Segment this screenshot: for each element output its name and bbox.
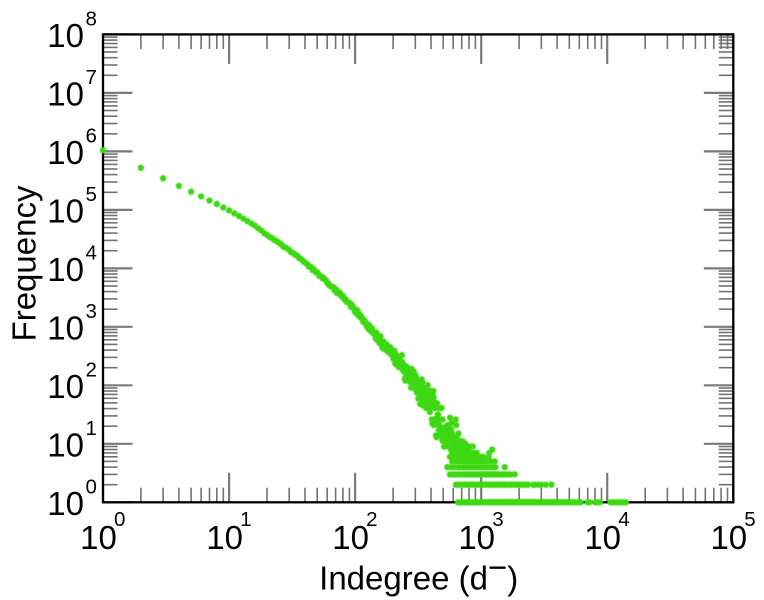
svg-text:10: 10 [710, 519, 747, 556]
svg-text:3: 3 [86, 300, 97, 323]
svg-text:10: 10 [47, 427, 84, 464]
svg-text:10: 10 [584, 519, 621, 556]
svg-text:10: 10 [80, 519, 117, 556]
svg-text:4: 4 [86, 242, 97, 265]
svg-text:10: 10 [47, 368, 84, 405]
svg-text:4: 4 [618, 508, 629, 531]
svg-text:7: 7 [86, 66, 97, 89]
svg-text:Frequency: Frequency [6, 185, 43, 341]
svg-text:5: 5 [744, 508, 755, 531]
svg-text:1: 1 [86, 417, 97, 440]
svg-text:10: 10 [47, 76, 84, 113]
svg-text:10: 10 [458, 519, 495, 556]
svg-text:10: 10 [47, 17, 84, 54]
svg-text:2: 2 [366, 508, 377, 531]
svg-text:10: 10 [332, 519, 369, 556]
svg-text:8: 8 [86, 8, 97, 31]
svg-text:10: 10 [47, 193, 84, 230]
svg-text:2: 2 [86, 359, 97, 382]
svg-text:10: 10 [47, 485, 84, 522]
svg-text:10: 10 [206, 519, 243, 556]
svg-text:10: 10 [47, 251, 84, 288]
svg-text:3: 3 [492, 508, 503, 531]
svg-text:10: 10 [47, 310, 84, 347]
svg-text:6: 6 [86, 125, 97, 148]
svg-text:5: 5 [86, 183, 97, 206]
svg-text:0: 0 [114, 508, 125, 531]
svg-text:1: 1 [240, 508, 251, 531]
svg-text:10: 10 [47, 134, 84, 171]
svg-text:0: 0 [86, 476, 97, 499]
